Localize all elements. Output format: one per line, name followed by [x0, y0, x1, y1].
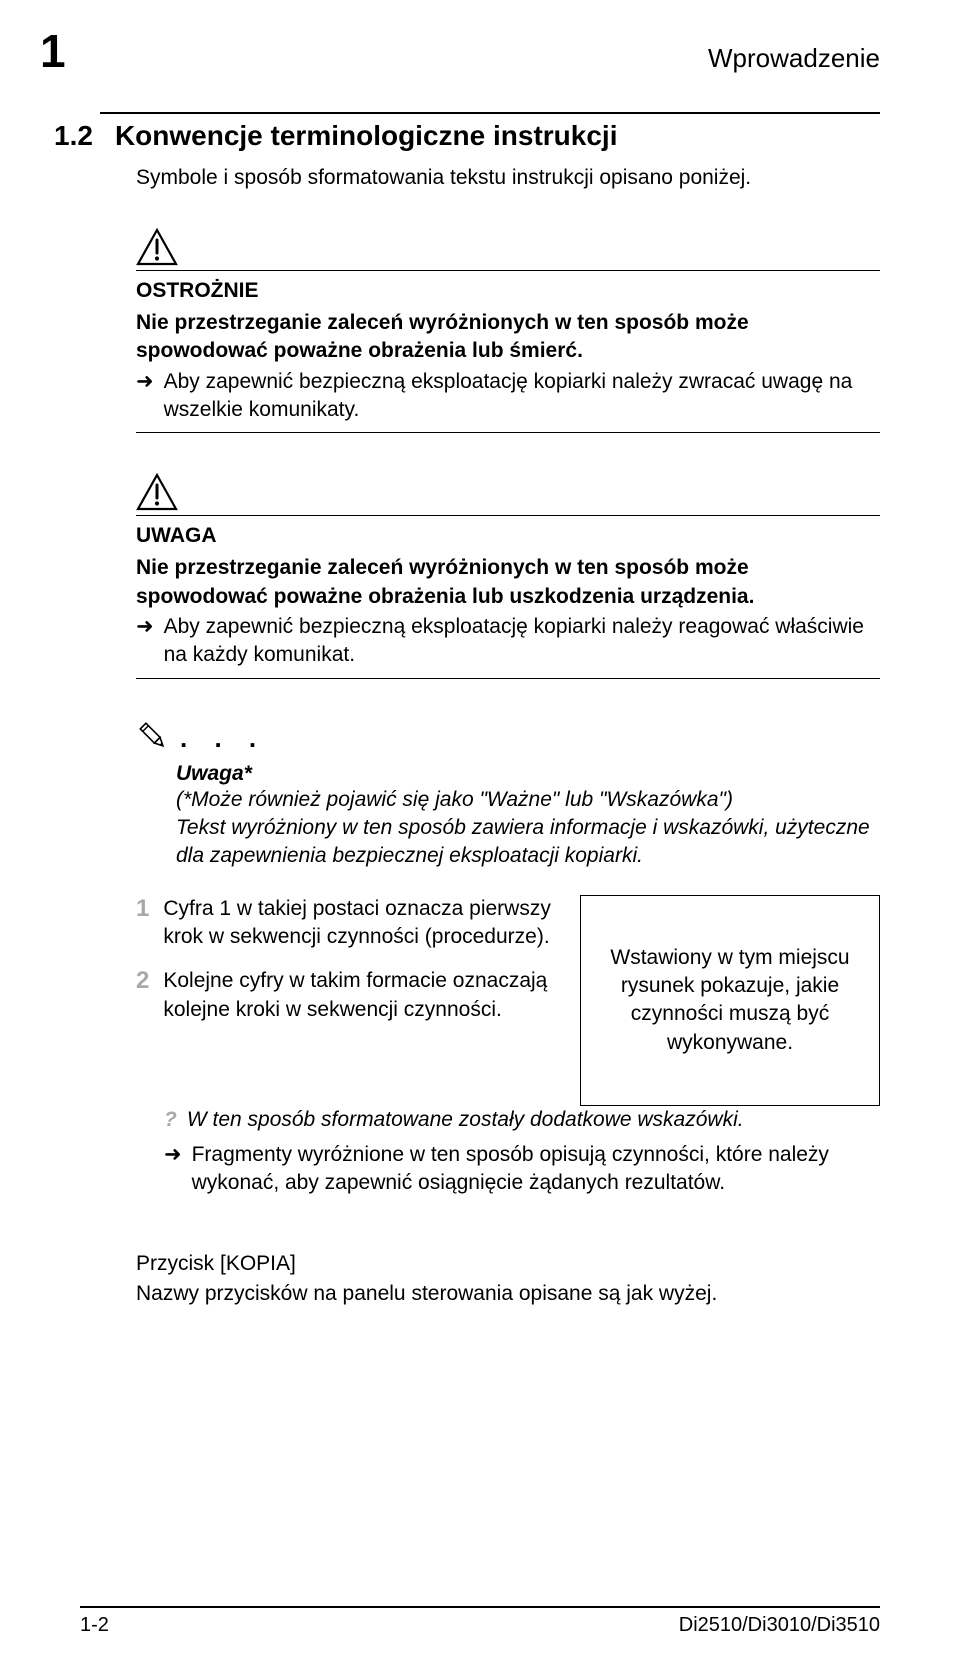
- question-substep: ? W ten sposób sformatowane zostały doda…: [164, 1106, 880, 1134]
- section-number: 1.2: [54, 120, 93, 152]
- note-heading-row: . . .: [136, 719, 880, 758]
- caution-bullet: ➜ Aby zapewnić bezpieczną eksploatację k…: [136, 368, 880, 425]
- ellipsis-icon: . . .: [180, 723, 266, 754]
- chapter-number: 1: [40, 28, 66, 74]
- footer-rule: [80, 1606, 880, 1608]
- step-2: 2 Kolejne cyfry w takim formacie oznacza…: [136, 967, 552, 1024]
- arrow-icon: ➜: [136, 613, 154, 670]
- section-intro: Symbole i sposób sformatowania tekstu in…: [136, 166, 880, 190]
- caution-bold-text: Nie przestrzeganie zaleceń wyróżnionych …: [136, 309, 880, 366]
- pencil-icon: [136, 719, 170, 758]
- figure-placeholder: Wstawiony w tym miejscu rysunek pokazuje…: [580, 895, 880, 1106]
- warning-label: UWAGA: [136, 524, 880, 548]
- section-title: Konwencje terminologiczne instrukcji: [115, 120, 618, 152]
- divider: [136, 678, 880, 679]
- page-header: 1 Wprowadzenie: [100, 28, 880, 74]
- caution-label: OSTROŻNIE: [136, 279, 880, 303]
- warning-block: UWAGA Nie przestrzeganie zaleceń wyróżni…: [136, 473, 880, 678]
- step-1: 1 Cyfra 1 w takiej postaci oznacza pierw…: [136, 895, 552, 952]
- note-line-2: Tekst wyróżniony w ten sposób zawiera in…: [176, 814, 880, 871]
- caution-bullet-text: Aby zapewnić bezpieczną eksploatację kop…: [164, 368, 880, 425]
- divider: [136, 515, 880, 516]
- arrow-icon: ➜: [136, 368, 154, 425]
- note-star-label: Uwaga*: [176, 762, 880, 786]
- footer-row: 1-2 Di2510/Di3010/Di3510: [80, 1614, 880, 1637]
- question-mark-icon: ?: [164, 1106, 177, 1134]
- header-rule: [100, 112, 880, 114]
- arrow-substep: ➜ Fragmenty wyróżnione w ten sposób opis…: [164, 1141, 880, 1198]
- warning-triangle-icon: [136, 473, 880, 511]
- note-block: . . . Uwaga* (*Może również pojawić się …: [136, 719, 880, 1197]
- caution-block: OSTROŻNIE Nie przestrzeganie zaleceń wyr…: [136, 228, 880, 433]
- question-text: W ten sposób sformatowane zostały dodatk…: [187, 1106, 744, 1134]
- chapter-title: Wprowadzenie: [708, 43, 880, 74]
- warning-bullet-text: Aby zapewnić bezpieczną eksploatację kop…: [164, 613, 880, 670]
- steps-left-column: 1 Cyfra 1 w takiej postaci oznacza pierw…: [136, 895, 552, 1106]
- tail-line-2: Nazwy przycisków na panelu sterowania op…: [136, 1279, 880, 1308]
- divider: [136, 432, 880, 433]
- step-number: 1: [136, 895, 149, 952]
- section-heading: 1.2 Konwencje terminologiczne instrukcji: [54, 120, 880, 152]
- arrow-substep-text: Fragmenty wyróżnione w ten sposób opisuj…: [192, 1141, 880, 1198]
- warning-bold-text: Nie przestrzeganie zaleceń wyróżnionych …: [136, 554, 880, 611]
- tail-line-1: Przycisk [KOPIA]: [136, 1249, 880, 1278]
- document-page: 1 Wprowadzenie 1.2 Konwencje terminologi…: [0, 0, 960, 1667]
- warning-bullet: ➜ Aby zapewnić bezpieczną eksploatację k…: [136, 613, 880, 670]
- page-footer: 1-2 Di2510/Di3010/Di3510: [80, 1606, 880, 1637]
- step-2-text: Kolejne cyfry w takim formacie oznaczają…: [163, 967, 552, 1024]
- note-line-1: (*Może również pojawić się jako "Ważne" …: [176, 786, 880, 814]
- tail-block: Przycisk [KOPIA] Nazwy przycisków na pan…: [136, 1249, 880, 1308]
- steps-container: 1 Cyfra 1 w takiej postaci oznacza pierw…: [136, 895, 880, 1106]
- arrow-icon: ➜: [164, 1141, 182, 1198]
- page-number: 1-2: [80, 1614, 109, 1637]
- steps-right-column: Wstawiony w tym miejscu rysunek pokazuje…: [580, 895, 880, 1106]
- model-numbers: Di2510/Di3010/Di3510: [679, 1614, 880, 1637]
- step-number: 2: [136, 967, 149, 1024]
- step-1-text: Cyfra 1 w takiej postaci oznacza pierwsz…: [163, 895, 552, 952]
- warning-triangle-icon: [136, 228, 880, 266]
- divider: [136, 270, 880, 271]
